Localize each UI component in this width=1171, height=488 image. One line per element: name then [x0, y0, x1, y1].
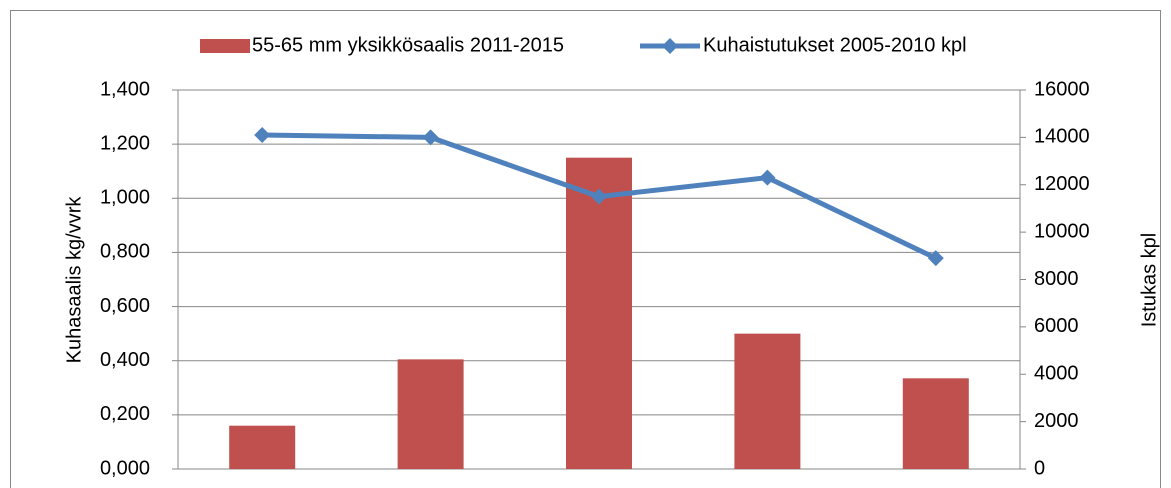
y2-tick-label: 6000: [1034, 315, 1079, 337]
y-tick-label: 1,200: [100, 132, 150, 154]
legend-label: Kuhaistutukset 2005-2010 kpl: [703, 34, 967, 56]
bar: [229, 425, 296, 469]
line-marker: [927, 250, 944, 267]
y-tick-label: 0,400: [100, 349, 150, 371]
y-tick-label: 1,400: [100, 78, 150, 100]
bar: [566, 157, 632, 469]
y2-tick-label: 4000: [1034, 363, 1079, 385]
line-marker: [254, 127, 271, 144]
legend-label: 55-65 mm yksikkösaalis 2011-2015: [252, 34, 564, 56]
y2-tick-label: 0: [1034, 457, 1045, 479]
y-tick-label: 1,000: [100, 187, 150, 209]
y2-tick-label: 2000: [1034, 410, 1079, 432]
bar: [734, 333, 801, 469]
bar: [397, 359, 464, 469]
y-tick-label: 0,600: [100, 295, 150, 317]
line-marker: [759, 169, 776, 186]
y-tick-label: 0,000: [100, 457, 150, 479]
y2-tick-label: 16000: [1034, 78, 1090, 100]
y2-tick-label: 10000: [1034, 220, 1090, 242]
legend-marker: [662, 38, 678, 54]
y2-tick-label: 14000: [1034, 126, 1090, 148]
line-marker: [591, 188, 607, 205]
y-tick-label: 0,800: [100, 241, 150, 263]
legend-swatch: [200, 39, 250, 53]
y-axis-title: Kuhasaalis kg/vvrk: [63, 196, 85, 364]
y2-tick-label: 8000: [1034, 268, 1079, 290]
y2-axis-title: Istukas kpl: [1138, 233, 1160, 327]
y-tick-label: 0,200: [100, 403, 150, 425]
line-marker: [422, 129, 439, 146]
bar: [902, 378, 969, 469]
y2-tick-label: 12000: [1034, 173, 1090, 195]
